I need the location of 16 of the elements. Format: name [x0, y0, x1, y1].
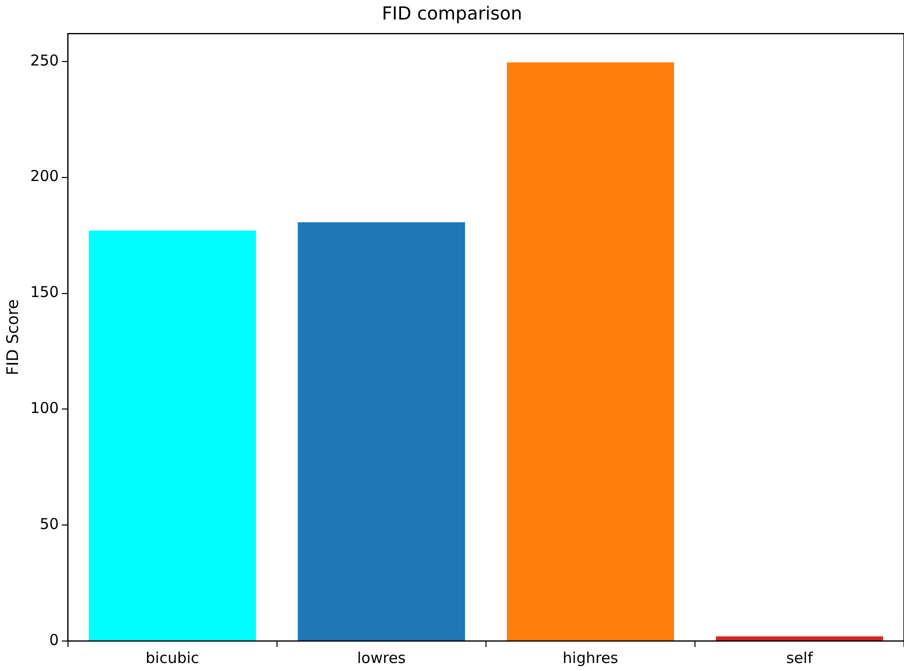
y-tick-label: 50 — [40, 514, 59, 533]
bar — [716, 636, 884, 640]
y-tick-label: 100 — [30, 399, 59, 418]
y-tick-label: 250 — [30, 51, 59, 70]
bar — [506, 62, 674, 640]
x-tick-label: highres — [562, 648, 618, 667]
chart-title: FID comparison — [382, 3, 522, 24]
y-tick-label: 200 — [30, 167, 59, 186]
y-axis-title: FID Score — [2, 299, 22, 376]
bar — [298, 222, 466, 640]
x-tick-label: self — [786, 648, 814, 667]
x-tick-label: bicubic — [146, 648, 200, 667]
y-tick-label: 150 — [30, 283, 59, 302]
bar — [88, 230, 256, 640]
y-tick-label: 0 — [49, 630, 59, 649]
x-tick-label: lowres — [357, 648, 406, 667]
